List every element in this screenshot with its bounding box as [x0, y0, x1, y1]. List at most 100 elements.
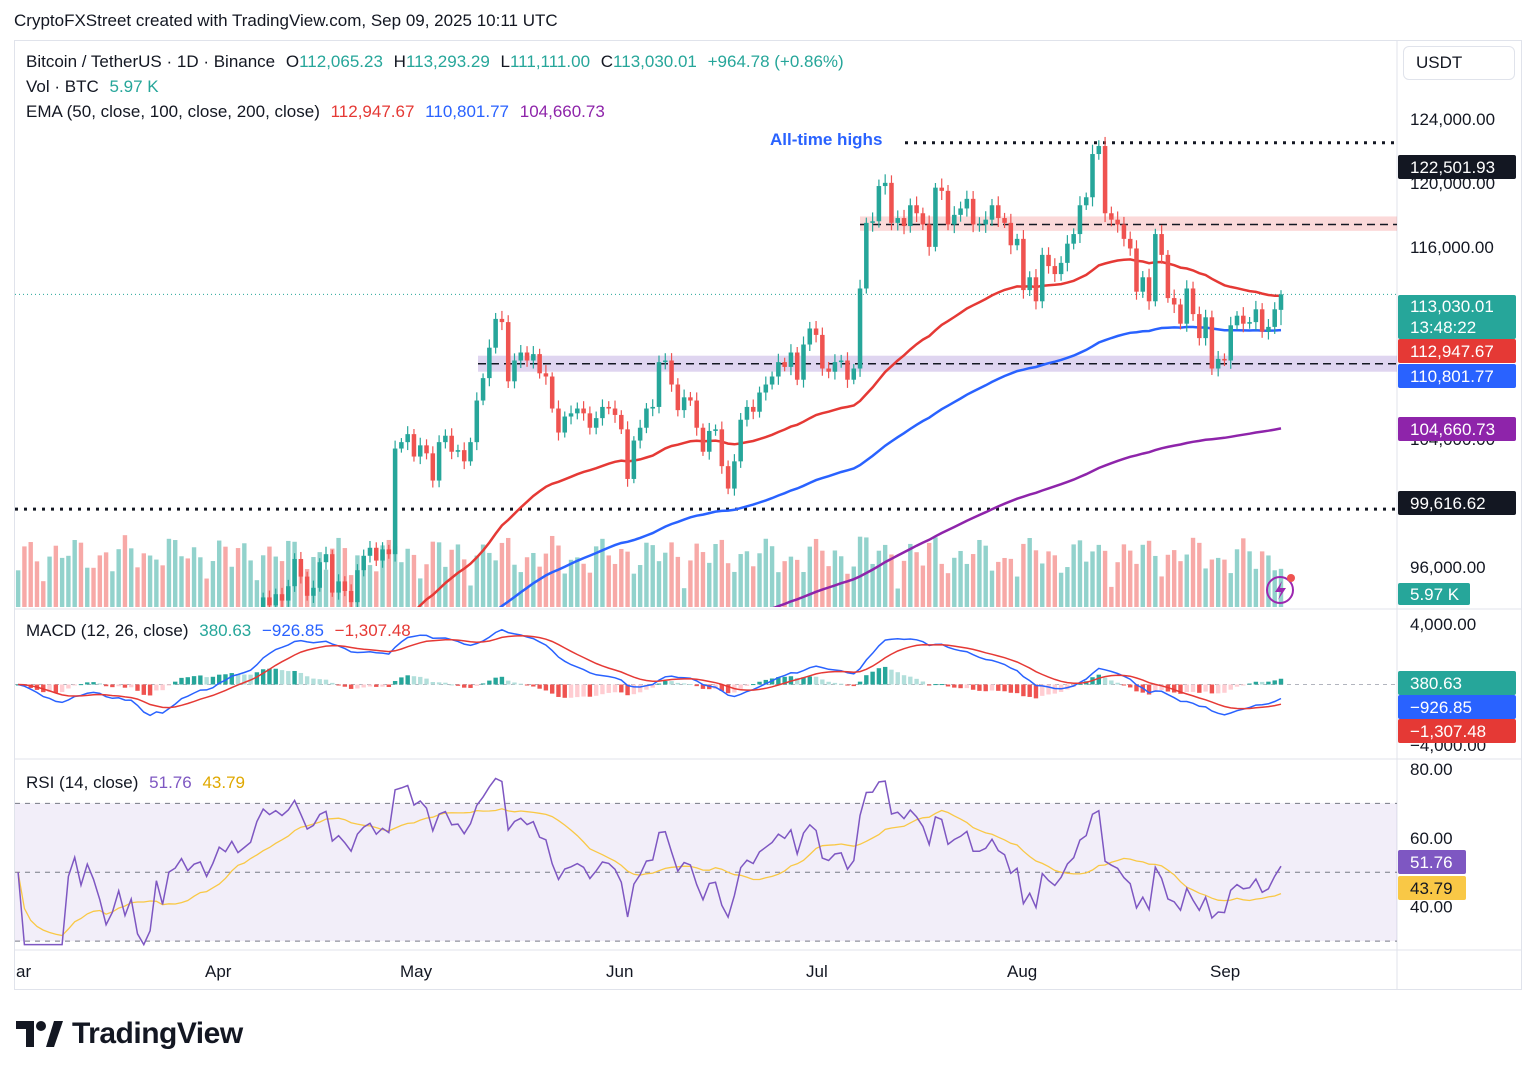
candle-body [443, 435, 448, 443]
symbol-label[interactable]: Bitcoin / TetherUS · 1D · Binance [26, 52, 276, 71]
candle-body [1008, 222, 1014, 246]
volume-label[interactable]: Vol · BTC [26, 77, 99, 96]
candle-body [1102, 146, 1108, 214]
candle-body [449, 435, 454, 452]
candle-body [211, 741, 216, 768]
macd-hist-bar [864, 675, 869, 685]
candle-body [1178, 304, 1183, 324]
low-value: 111,111.00 [509, 52, 591, 71]
macd-hist-bar [185, 677, 190, 685]
volume-bar [260, 555, 266, 607]
candle-body [524, 352, 530, 361]
volume-bars [15, 535, 1284, 607]
candle-body [933, 187, 938, 247]
tradingview-logo[interactable]: TradingView [16, 1017, 243, 1051]
volume-bar [631, 573, 637, 607]
candle-body [1159, 234, 1164, 255]
volume-bar [945, 573, 951, 607]
macd-hist-bar [1027, 684, 1032, 697]
volume-bar [411, 554, 417, 607]
candle-body [1209, 317, 1215, 369]
volume-bar [418, 578, 423, 607]
tradingview-logo-text: TradingView [72, 1017, 243, 1050]
candle-body [1184, 288, 1190, 324]
candle-body [229, 689, 234, 713]
macd-signal-line [18, 635, 1282, 710]
candle-body [348, 590, 354, 603]
candle-body [292, 558, 297, 587]
price-tag-bg [1398, 364, 1516, 388]
volume-bar [713, 544, 718, 607]
candle-body [223, 705, 228, 713]
candle-body [304, 576, 310, 596]
price-tag-label: 110,801.77 [1410, 367, 1494, 386]
volume-bar [688, 560, 693, 607]
macd-hist-bar [757, 681, 762, 685]
volume-bar [28, 542, 33, 607]
macd-hist-bar [474, 684, 479, 686]
tradingview-logo-icon [16, 1021, 63, 1047]
volume-bar [700, 552, 706, 607]
volume-bar [926, 542, 932, 607]
macd-legend: MACD (12, 26, close) 380.63 −926.85 −1,3… [26, 621, 417, 641]
macd-hist-bar [838, 683, 844, 685]
macd-hist-bar [631, 684, 637, 695]
candle-body [744, 406, 750, 420]
rsi-ma-value: 43.79 [202, 773, 245, 792]
macd-hist-bar [493, 677, 498, 685]
macd-tag-label: −926.85 [1410, 698, 1472, 717]
candle-body [1197, 314, 1202, 339]
volume-bar [719, 539, 725, 607]
macd-hist-bar [122, 684, 128, 688]
macd-hist-bar [1115, 682, 1120, 685]
macd-hist-bar [531, 684, 536, 687]
candle-body [311, 587, 316, 596]
volume-bar [1115, 562, 1120, 607]
candle-body [361, 555, 366, 571]
candle-body [543, 373, 549, 377]
macd-hist-bar [1153, 684, 1158, 692]
candle-body [1153, 234, 1158, 302]
rsi-label[interactable]: RSI (14, close) [26, 773, 139, 792]
candle-body [1090, 154, 1095, 198]
candle-body [367, 547, 373, 556]
volume-bar [738, 554, 743, 607]
volume-bar [813, 538, 819, 607]
volume-bar [154, 559, 159, 607]
chart-canvas[interactable]: 128,000.00124,000.00120,000.00116,000.00… [0, 0, 1536, 1000]
ema-label[interactable]: EMA (50, close, 100, close, 200, close) [26, 102, 320, 121]
volume-bar [788, 556, 794, 607]
volume-bar [41, 581, 46, 607]
volume-bar [1253, 568, 1259, 607]
macd-label[interactable]: MACD (12, 26, close) [26, 621, 189, 640]
macd-hist-bar [1259, 681, 1265, 685]
candle-body [1021, 238, 1026, 291]
volume-bar [1228, 573, 1233, 607]
candle-body [945, 190, 951, 225]
macd-hist-bar [1266, 681, 1271, 685]
high-value: 113,293.29 [405, 52, 490, 71]
volume-bar [1096, 544, 1101, 607]
currency-selector[interactable]: USDT [1403, 46, 1515, 80]
candle-body [173, 756, 178, 766]
volume-bar [531, 552, 536, 607]
ema50-value: 112,947.67 [330, 102, 415, 121]
candle-body [970, 198, 976, 225]
volume-bar [179, 556, 184, 607]
volume-bar [669, 542, 674, 607]
macd-hist-bar [1234, 684, 1240, 687]
volume-tag-label: 5.97 K [1410, 585, 1460, 604]
candle-body [1083, 197, 1089, 206]
volume-bar [1033, 550, 1039, 607]
candle-body [750, 406, 756, 412]
time-axis-label: Jul [806, 962, 828, 981]
volume-bar [882, 544, 888, 607]
candle-body [317, 562, 322, 588]
volume-bar [1222, 559, 1227, 607]
candle-body [1234, 315, 1240, 326]
volume-bar [91, 567, 96, 607]
macd-hist-bar [776, 677, 781, 685]
candle-body [417, 445, 423, 457]
macd-hist-bar [1077, 683, 1083, 685]
macd-hist-bar [85, 682, 90, 685]
